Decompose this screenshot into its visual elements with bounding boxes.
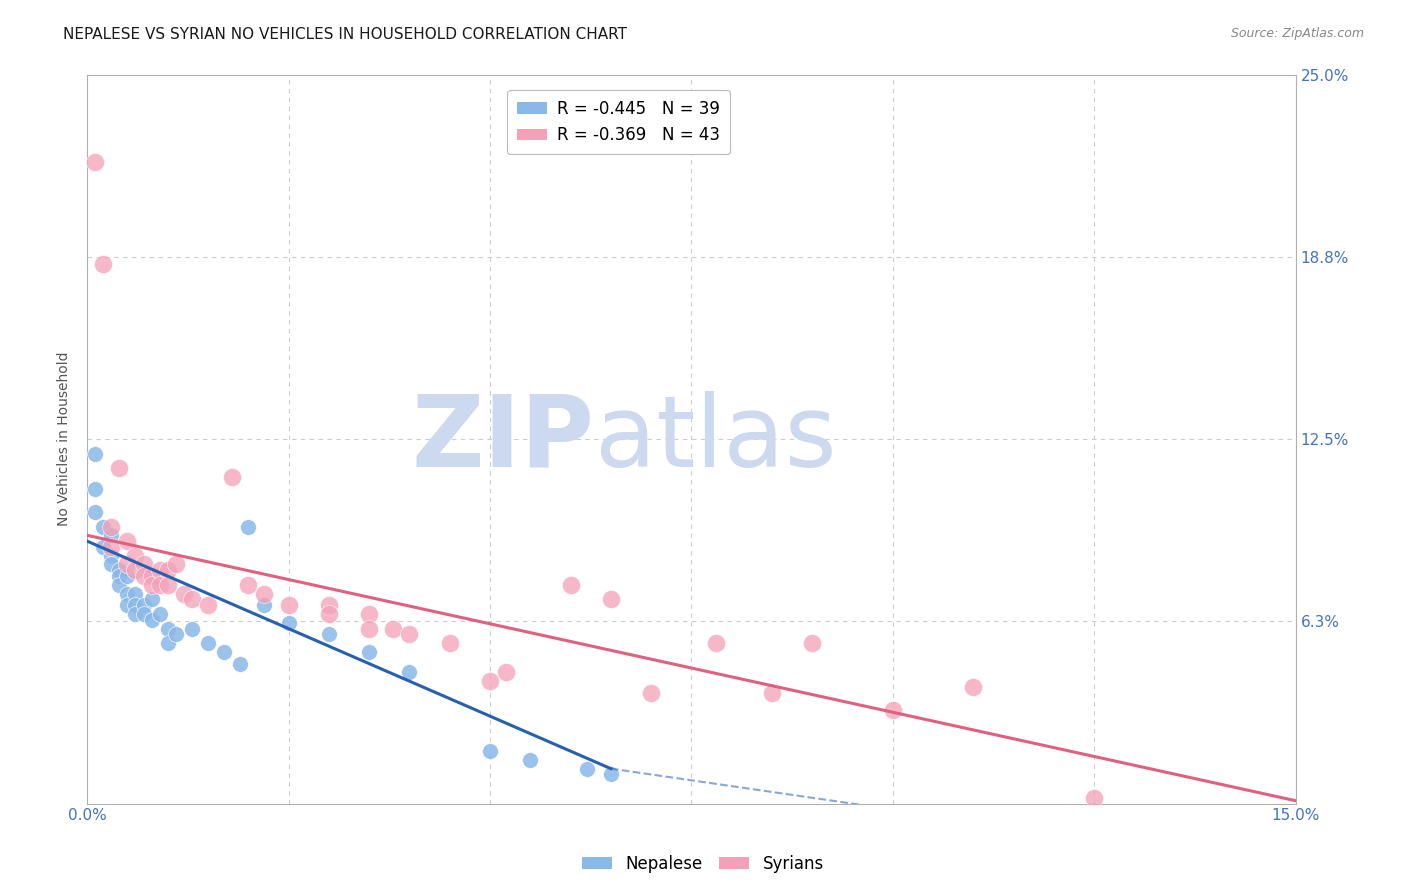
Point	[221, 470, 243, 484]
Point	[141, 613, 163, 627]
Point	[108, 461, 131, 475]
Point	[277, 615, 299, 630]
Point	[801, 636, 824, 650]
Point	[84, 447, 107, 461]
Point	[253, 599, 276, 613]
Text: Source: ZipAtlas.com: Source: ZipAtlas.com	[1230, 27, 1364, 40]
Point	[238, 519, 260, 533]
Point	[149, 563, 172, 577]
Point	[704, 636, 727, 650]
Point	[156, 578, 179, 592]
Point	[318, 599, 340, 613]
Point	[640, 686, 662, 700]
Point	[124, 549, 146, 563]
Point	[124, 587, 146, 601]
Point	[165, 558, 187, 572]
Point	[100, 528, 122, 542]
Point	[100, 540, 122, 554]
Point	[141, 592, 163, 607]
Point	[229, 657, 252, 671]
Point	[382, 622, 405, 636]
Point	[156, 622, 179, 636]
Point	[108, 569, 131, 583]
Point	[560, 578, 582, 592]
Point	[197, 636, 219, 650]
Point	[100, 549, 122, 563]
Point	[91, 540, 114, 554]
Point	[132, 599, 155, 613]
Point	[318, 627, 340, 641]
Point	[180, 622, 202, 636]
Point	[761, 686, 783, 700]
Point	[108, 578, 131, 592]
Point	[117, 534, 139, 549]
Point	[277, 599, 299, 613]
Point	[124, 563, 146, 577]
Point	[212, 645, 235, 659]
Point	[439, 636, 461, 650]
Point	[124, 599, 146, 613]
Point	[117, 569, 139, 583]
Point	[132, 607, 155, 621]
Point	[100, 519, 122, 533]
Point	[962, 680, 984, 694]
Legend: Nepalese, Syrians: Nepalese, Syrians	[575, 848, 831, 880]
Text: atlas: atlas	[595, 391, 837, 488]
Point	[318, 607, 340, 621]
Point	[149, 578, 172, 592]
Point	[398, 627, 420, 641]
Point	[91, 257, 114, 271]
Point	[91, 519, 114, 533]
Point	[117, 587, 139, 601]
Point	[156, 563, 179, 577]
Point	[238, 578, 260, 592]
Point	[84, 155, 107, 169]
Text: NEPALESE VS SYRIAN NO VEHICLES IN HOUSEHOLD CORRELATION CHART: NEPALESE VS SYRIAN NO VEHICLES IN HOUSEH…	[63, 27, 627, 42]
Point	[84, 505, 107, 519]
Point	[882, 703, 904, 717]
Text: ZIP: ZIP	[412, 391, 595, 488]
Point	[173, 587, 195, 601]
Point	[132, 558, 155, 572]
Point	[398, 665, 420, 680]
Point	[575, 762, 598, 776]
Point	[100, 558, 122, 572]
Point	[141, 578, 163, 592]
Point	[519, 753, 541, 767]
Point	[108, 563, 131, 577]
Point	[599, 592, 621, 607]
Point	[1083, 790, 1105, 805]
Point	[117, 599, 139, 613]
Point	[156, 636, 179, 650]
Point	[359, 645, 381, 659]
Point	[478, 674, 501, 689]
Point	[149, 607, 172, 621]
Point	[359, 607, 381, 621]
Point	[165, 627, 187, 641]
Point	[84, 482, 107, 496]
Point	[253, 587, 276, 601]
Point	[117, 558, 139, 572]
Point	[124, 607, 146, 621]
Legend: R = -0.445   N = 39, R = -0.369   N = 43: R = -0.445 N = 39, R = -0.369 N = 43	[508, 90, 730, 154]
Point	[359, 622, 381, 636]
Point	[495, 665, 517, 680]
Y-axis label: No Vehicles in Household: No Vehicles in Household	[58, 351, 72, 526]
Point	[132, 569, 155, 583]
Point	[478, 744, 501, 758]
Point	[141, 569, 163, 583]
Point	[197, 599, 219, 613]
Point	[180, 592, 202, 607]
Point	[599, 767, 621, 781]
